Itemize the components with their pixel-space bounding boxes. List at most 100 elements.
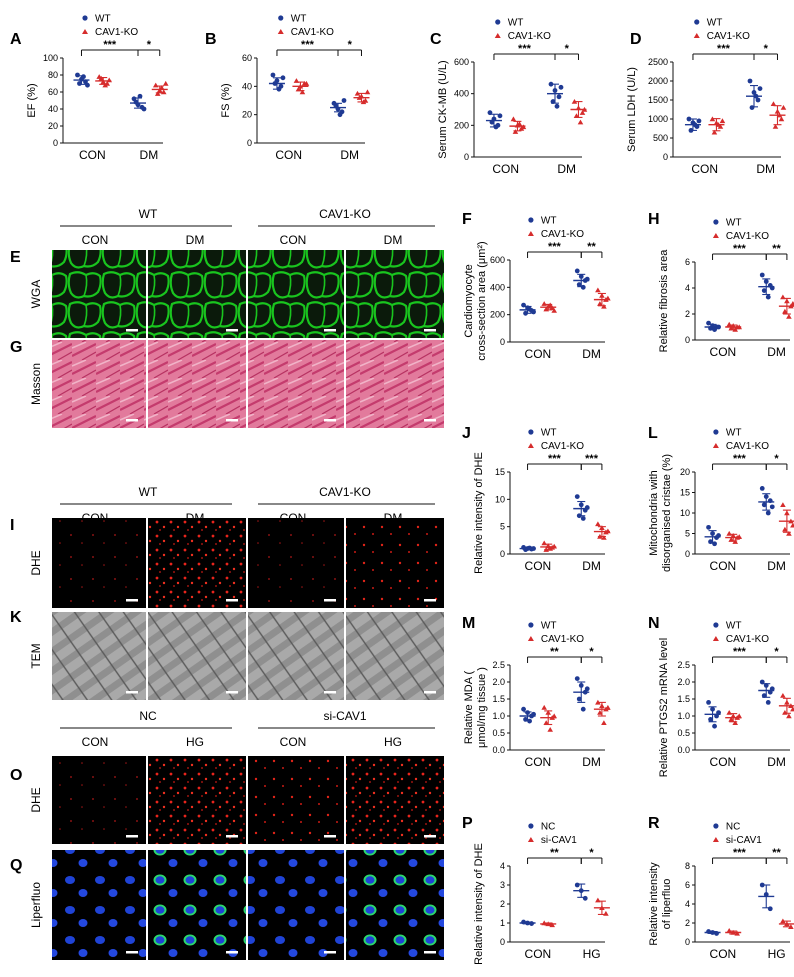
data-point-wt	[554, 103, 560, 109]
data-point-wt	[576, 513, 582, 519]
data-point-ko	[730, 532, 737, 538]
data-point-ko	[736, 534, 743, 539]
chart-panel-n: N 0.0 0.5 1.0 1.5 2.0 2.5 Relative PTGS2 mRNA l…	[648, 615, 794, 777]
data-point-ko	[599, 905, 605, 910]
legend-marker-wt	[694, 19, 700, 25]
data-point-ko	[788, 303, 794, 309]
legend-label: WT	[291, 14, 307, 25]
micrograph-image	[148, 756, 246, 844]
micrograph-image	[52, 340, 146, 428]
y-tick-label: 200	[454, 120, 469, 130]
scale-bar	[126, 419, 138, 422]
y-axis-label-line: EF (%)	[26, 83, 38, 117]
y-tick-label: 6	[685, 880, 690, 890]
data-point-ko	[601, 720, 607, 725]
y-tick-label: 2	[500, 899, 505, 909]
panel-letter: P	[462, 815, 473, 832]
data-point-wt	[523, 547, 528, 553]
data-point-ko	[784, 510, 790, 516]
data-point-ko	[776, 112, 783, 118]
y-tick-label: 1.0	[677, 711, 690, 721]
legend-marker-wt	[528, 429, 534, 435]
data-point-ko	[545, 710, 552, 715]
legend-marker-wt	[528, 823, 534, 829]
scale-bar	[226, 419, 238, 422]
data-point-ko	[786, 314, 792, 319]
data-point-ko	[547, 302, 554, 308]
data-point-wt	[523, 717, 528, 722]
data-point-ko	[603, 910, 609, 916]
data-point-ko	[162, 80, 169, 86]
y-tick-label: 500	[653, 133, 668, 143]
panel-letter: G	[10, 339, 22, 356]
data-point-wt	[584, 276, 590, 282]
data-point-ko	[547, 545, 554, 551]
data-point-wt	[710, 706, 715, 712]
data-point-wt	[578, 888, 584, 894]
data-point-wt	[769, 504, 775, 510]
data-point-ko	[786, 530, 792, 536]
y-tick-label: 1000	[648, 114, 668, 124]
y-tick-label: 1.5	[677, 694, 690, 704]
panel-letter: J	[462, 425, 471, 442]
data-point-ko	[293, 78, 300, 83]
data-point-ko	[551, 713, 558, 719]
data-point-wt	[765, 294, 771, 300]
sig-label: *	[565, 43, 570, 55]
sig-label: ***	[548, 241, 562, 253]
legend-marker-wt	[82, 15, 88, 21]
data-point-wt	[489, 119, 495, 125]
image-header-E: WT CAV1-KO CON DM CON DM	[60, 207, 435, 247]
x-category-label: DM	[582, 347, 601, 361]
data-point-ko	[778, 116, 785, 122]
data-point-ko	[516, 121, 523, 126]
data-point-wt	[578, 274, 584, 279]
panel-letter: C	[430, 31, 442, 48]
legend-marker-wt	[528, 622, 534, 628]
data-point-ko	[597, 533, 603, 539]
data-point-ko	[551, 543, 558, 549]
data-point-ko	[726, 530, 733, 536]
x-category-label: CON	[525, 559, 552, 573]
image-row-wga: E WGA	[10, 249, 444, 338]
data-point-ko	[790, 301, 794, 306]
sig-label: *	[147, 39, 152, 51]
data-point-ko	[520, 124, 527, 130]
y-tick-label: 4	[685, 899, 690, 909]
x-category-label: CON	[710, 559, 737, 573]
y-tick-label: 2000	[648, 76, 668, 86]
data-point-ko	[154, 91, 161, 96]
data-point-wt	[714, 931, 719, 936]
chart-panel-p: P 0 1 2 3 4 Relative intensity of DHE CON HG NC si…	[462, 815, 610, 965]
data-point-wt	[747, 78, 753, 84]
x-category-label: DM	[767, 755, 786, 769]
chart-panel-j: J 0 5 10 15 Relative intensity of DHE CON DM WT C…	[462, 425, 611, 574]
y-tick-label: 2.0	[677, 677, 690, 687]
data-point-wt	[487, 110, 493, 116]
legend-marker-wt	[278, 15, 284, 21]
y-axis-label-line: Relative MDA (	[463, 670, 475, 744]
sig-label: *	[589, 847, 594, 859]
y-tick-label: 10	[495, 494, 505, 504]
data-point-wt	[272, 81, 278, 86]
data-point-wt	[584, 686, 590, 692]
legend-marker-ko	[277, 29, 284, 34]
micrograph-image	[148, 518, 246, 608]
sig-label: ***	[301, 39, 315, 51]
x-category-label: HG	[583, 947, 601, 961]
data-point-ko	[605, 295, 611, 301]
micrograph-image	[248, 756, 344, 844]
data-point-wt	[574, 268, 580, 274]
legend-marker-ko	[712, 443, 719, 448]
data-point-ko	[571, 98, 578, 104]
y-axis-label-line: Serum LDH (U/L)	[626, 67, 638, 152]
x-category-label: DM	[756, 162, 775, 176]
data-point-ko	[295, 86, 302, 92]
data-point-ko	[728, 325, 735, 331]
data-point-ko	[774, 108, 781, 114]
y-axis-label-line: disorganised cristae (%)	[661, 454, 673, 572]
sig-label: **	[587, 241, 596, 253]
data-point-ko	[595, 897, 601, 903]
data-point-wt	[749, 105, 755, 110]
row-label: Masson	[29, 363, 43, 405]
